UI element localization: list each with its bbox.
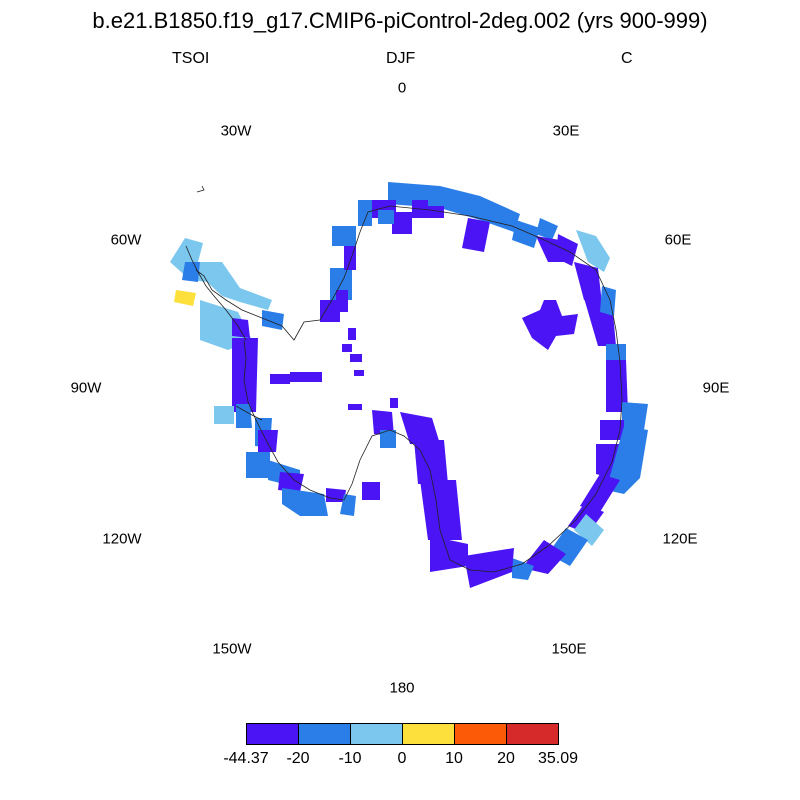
- coastline: [185, 185, 623, 573]
- lon-label-180: 180: [389, 679, 415, 697]
- lon-label-150w: 150W: [212, 640, 252, 658]
- variable-label: TSOI: [172, 50, 210, 67]
- lon-label-60w: 60W: [110, 231, 142, 249]
- lon-label-30w: 30W: [220, 122, 252, 140]
- colorbar-box-2: [298, 723, 351, 745]
- colorbar-box-4: [402, 723, 455, 745]
- colorbar-tick-label: 10: [445, 750, 463, 767]
- colorbar-tick-label: -44.37: [223, 750, 269, 767]
- colorbar-tick-label: -20: [286, 750, 310, 767]
- colorbar-box-3: [350, 723, 403, 745]
- lon-label-90w: 90W: [70, 379, 102, 397]
- lon-label-0: 0: [397, 79, 407, 97]
- units-label: C: [621, 50, 633, 67]
- colorbar-tick-label: 20: [497, 750, 515, 767]
- lon-label-60e: 60E: [664, 231, 692, 249]
- colorbar-tick-label: 0: [397, 750, 407, 767]
- lon-label-150e: 150E: [551, 640, 587, 658]
- lon-label-120w: 120W: [102, 530, 142, 548]
- colorbar-box-5: [454, 723, 507, 745]
- plot-title: b.e21.B1850.f19_g17.CMIP6-piControl-2deg…: [92, 8, 708, 33]
- colorbar-tick-label: 35.09: [537, 750, 579, 767]
- colorbar-box-6: [506, 723, 559, 745]
- season-label: DJF: [386, 50, 416, 67]
- colorbar-tick-label: -10: [338, 750, 362, 767]
- colorbar-box-1: [246, 723, 299, 745]
- lon-label-120e: 120E: [662, 530, 698, 548]
- temperature-cells: [170, 182, 648, 588]
- lon-label-30e: 30E: [552, 122, 580, 140]
- lon-label-90e: 90E: [702, 379, 730, 397]
